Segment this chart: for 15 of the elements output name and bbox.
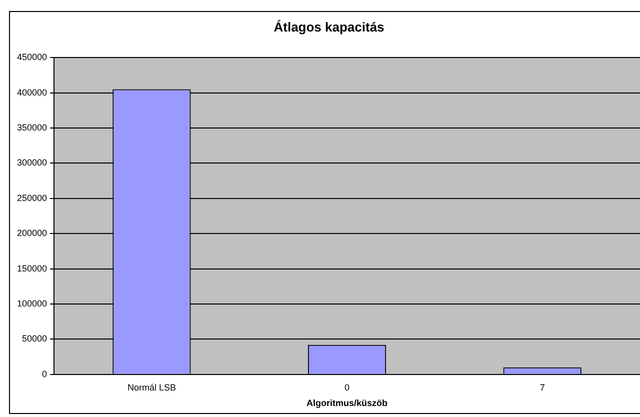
y-tick-label: 150000: [16, 263, 48, 274]
y-tick-label: 400000: [16, 87, 48, 98]
y-tick-label: 450000: [16, 52, 48, 62]
y-tick-label: 0: [42, 368, 48, 379]
y-tick-label: 100000: [16, 298, 48, 308]
y-tick-label: 250000: [16, 192, 48, 203]
y-tick-label: 200000: [16, 228, 48, 238]
x-tick-label: 0: [344, 382, 350, 392]
y-tick-label: 350000: [16, 122, 48, 132]
chart-title: Átlagos kapacitás: [274, 19, 384, 34]
y-tick-label: 50000: [22, 334, 48, 344]
y-tick-label: 300000: [16, 158, 48, 168]
x-axis-title: Algoritmus/küszöb: [306, 398, 388, 408]
x-tick-label: 7: [540, 382, 545, 392]
x-tick-label: Normál LSB: [127, 382, 176, 392]
